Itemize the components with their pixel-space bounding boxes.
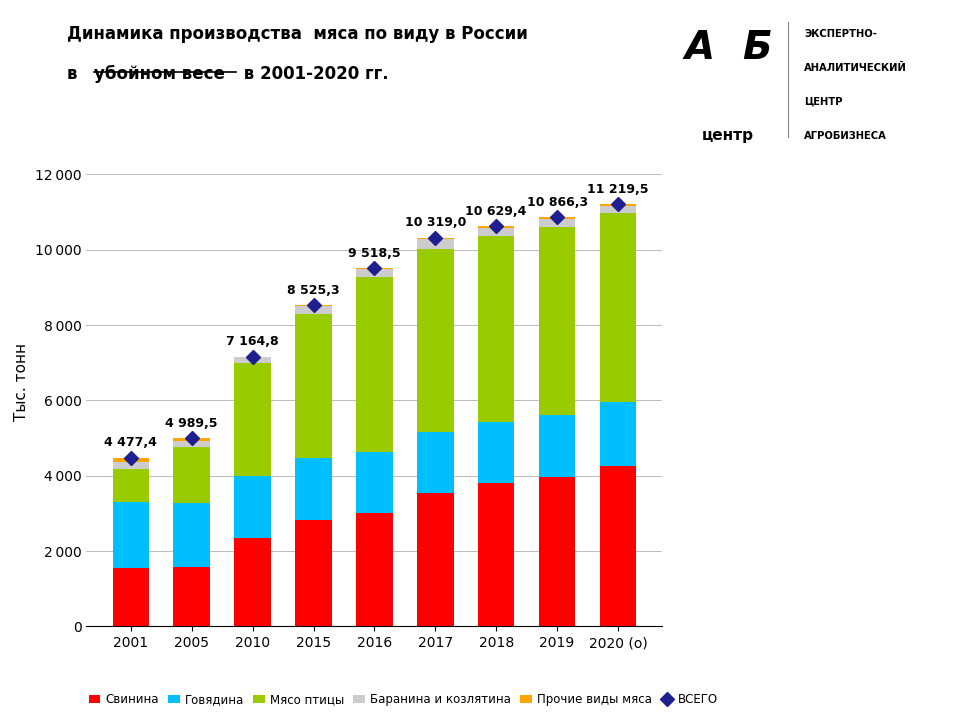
Bar xyxy=(296,314,332,459)
Bar xyxy=(356,513,393,626)
Y-axis label: Тыс. тонн: Тыс. тонн xyxy=(14,343,30,420)
Text: Б: Б xyxy=(743,29,772,67)
Bar xyxy=(478,228,515,236)
Text: 10 319,0: 10 319,0 xyxy=(404,217,466,230)
Bar xyxy=(296,307,332,314)
Bar xyxy=(417,239,453,249)
Bar xyxy=(234,363,271,476)
Text: ЦЕНТР: ЦЕНТР xyxy=(804,97,843,107)
Text: 7 164,8: 7 164,8 xyxy=(227,336,279,348)
Text: АГРОБИЗНЕСА: АГРОБИЗНЕСА xyxy=(804,131,887,141)
Text: 10 629,4: 10 629,4 xyxy=(466,204,527,217)
Bar xyxy=(234,539,271,626)
Bar xyxy=(112,568,149,626)
Bar xyxy=(600,205,636,213)
Bar xyxy=(539,477,575,626)
Text: 11 219,5: 11 219,5 xyxy=(588,183,649,196)
Text: 9 518,5: 9 518,5 xyxy=(348,247,400,260)
Bar xyxy=(539,415,575,477)
Bar xyxy=(356,268,393,269)
Bar xyxy=(356,269,393,277)
Text: АНАЛИТИЧЕСКИЙ: АНАЛИТИЧЕСКИЙ xyxy=(804,63,907,73)
Bar xyxy=(234,476,271,539)
Bar xyxy=(112,469,149,503)
Bar xyxy=(174,447,210,503)
Bar xyxy=(356,277,393,451)
Bar xyxy=(417,493,453,626)
Bar xyxy=(478,421,515,482)
Bar xyxy=(356,451,393,513)
Bar xyxy=(600,204,636,205)
Bar xyxy=(296,520,332,626)
Text: ab-centre.ru: ab-centre.ru xyxy=(767,156,841,168)
Bar xyxy=(417,249,453,433)
Text: ЭКСПЕРТНО-: ЭКСПЕРТНО- xyxy=(804,29,876,39)
Text: в 2001-2020 гг.: в 2001-2020 гг. xyxy=(238,65,389,83)
Text: 4 989,5: 4 989,5 xyxy=(165,417,218,431)
Text: в: в xyxy=(67,65,84,83)
Bar xyxy=(112,462,149,469)
Bar xyxy=(600,402,636,466)
Bar xyxy=(417,238,453,239)
Text: убойном весе: убойном весе xyxy=(94,65,225,83)
Bar xyxy=(112,503,149,568)
Text: 4 477,4: 4 477,4 xyxy=(105,436,157,449)
Bar xyxy=(600,466,636,626)
Bar xyxy=(174,567,210,626)
Bar xyxy=(539,219,575,228)
Bar xyxy=(296,459,332,520)
Bar xyxy=(539,228,575,415)
Bar xyxy=(296,305,332,307)
Bar xyxy=(174,438,210,441)
Bar xyxy=(112,458,149,462)
Bar xyxy=(174,441,210,447)
Bar xyxy=(478,236,515,421)
Bar xyxy=(234,356,271,363)
Bar xyxy=(478,482,515,626)
Text: 10 866,3: 10 866,3 xyxy=(526,196,588,209)
Text: 8 525,3: 8 525,3 xyxy=(287,284,340,297)
Text: центр: центр xyxy=(702,128,754,143)
Bar xyxy=(417,433,453,493)
Bar xyxy=(539,217,575,219)
Bar xyxy=(600,213,636,402)
Text: Динамика производства  мяса по виду в России: Динамика производства мяса по виду в Рос… xyxy=(67,25,528,43)
Bar xyxy=(174,503,210,567)
Legend: Свинина, Говядина, Мясо птицы, Баранина и козлятина, Прочие виды мяса, ВСЕГО: Свинина, Говядина, Мясо птицы, Баранина … xyxy=(84,688,723,711)
Text: А: А xyxy=(685,29,715,67)
Bar xyxy=(478,226,515,228)
